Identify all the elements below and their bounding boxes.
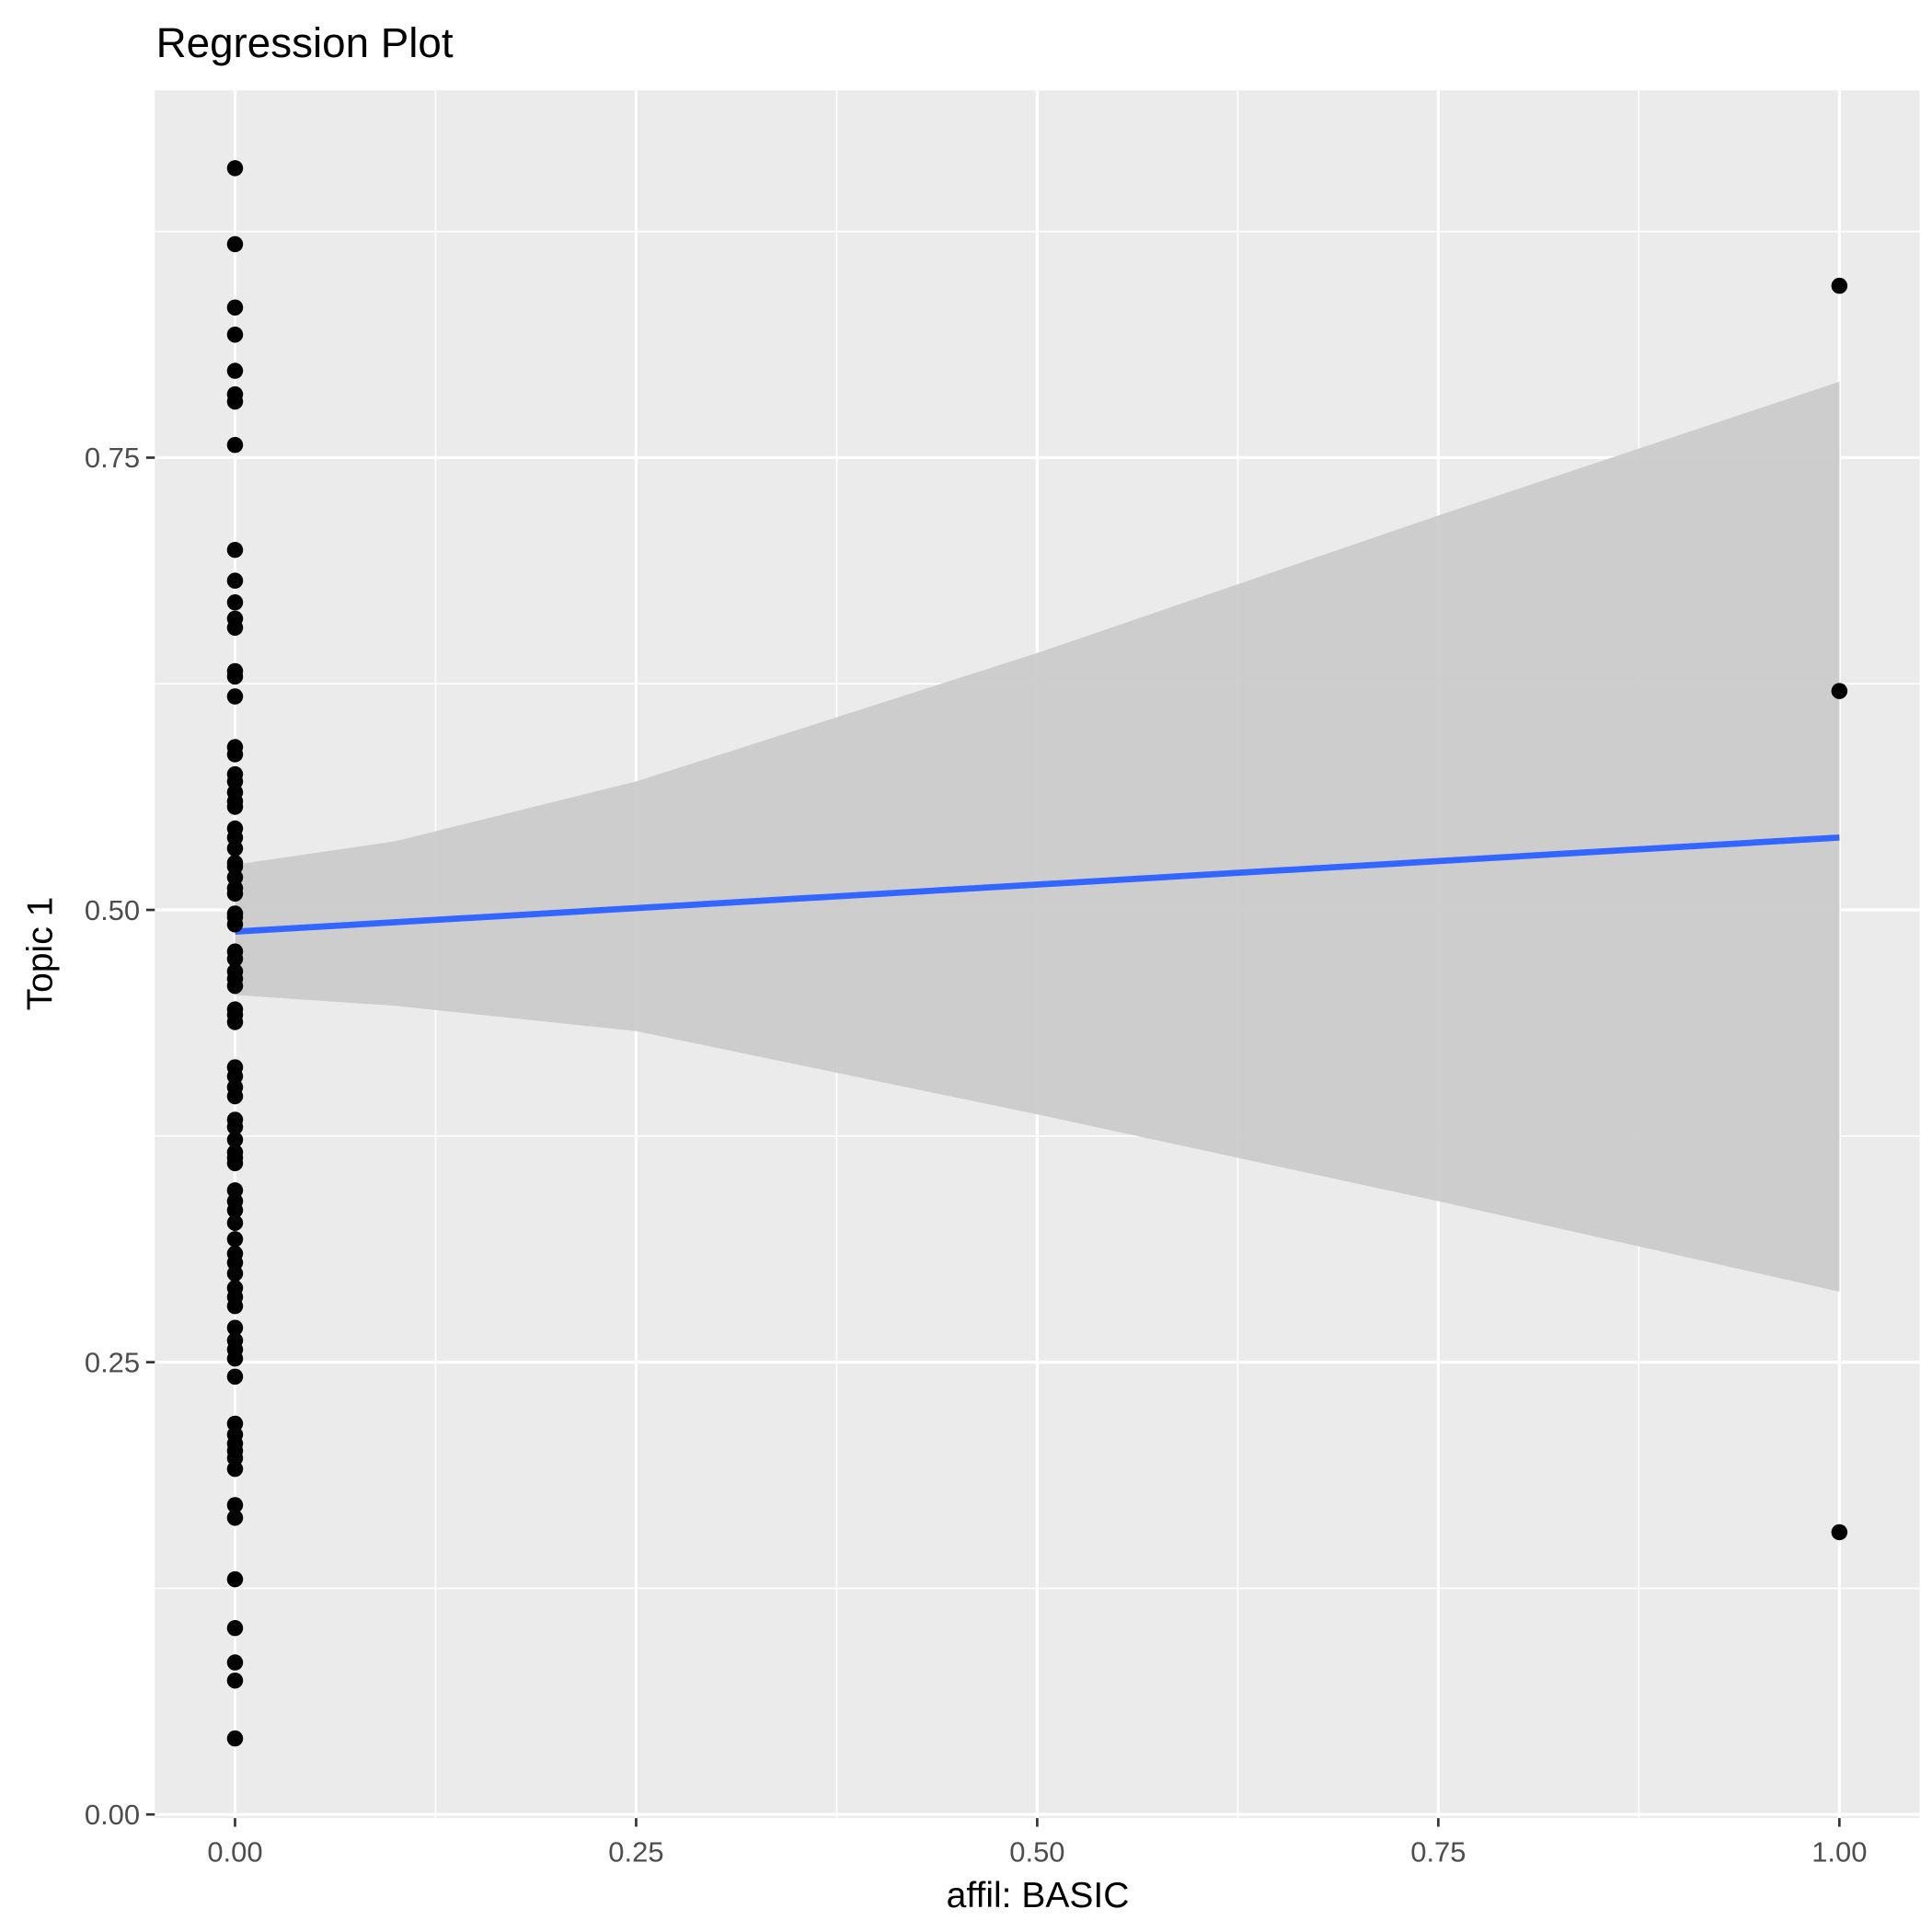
data-point: [1831, 277, 1848, 294]
data-point: [226, 977, 244, 995]
regression-line: [235, 834, 1840, 935]
data-point: [226, 619, 244, 637]
data-point: [226, 668, 244, 685]
data-point: [226, 436, 244, 454]
data-point: [226, 1497, 244, 1513]
data-point: [226, 1132, 244, 1148]
data-point: [226, 326, 244, 343]
data-point: [226, 1319, 244, 1337]
data-point: [226, 1155, 244, 1172]
data-point: [226, 1119, 244, 1135]
data-point: [226, 299, 244, 316]
data-point: [1831, 683, 1848, 699]
x-tick-label: 0.25: [608, 1835, 663, 1868]
data-point: [226, 572, 244, 589]
data-point: [226, 1087, 244, 1105]
data-points: [226, 160, 1848, 1747]
data-point: [226, 1214, 244, 1231]
data-point: [226, 1570, 244, 1588]
data-point: [226, 393, 244, 410]
data-point: [226, 1014, 244, 1030]
data-point: [226, 1297, 244, 1315]
data-point: [226, 1231, 244, 1248]
data-point: [226, 594, 244, 611]
x-tick-label: 0.50: [1009, 1835, 1064, 1868]
data-point: [226, 1654, 244, 1671]
data-point: [226, 950, 244, 967]
data-point: [226, 1619, 244, 1637]
data-point: [226, 1460, 244, 1478]
y-axis-label: Topic 1: [21, 897, 61, 1011]
y-tick-label: 0.00: [85, 1799, 140, 1831]
data-point: [226, 916, 244, 933]
data-point: [226, 746, 244, 763]
data-point: [226, 885, 244, 903]
y-tick-label: 0.75: [85, 442, 140, 474]
axes: 0.00 0.25 0.50 0.75 1.00 0.00 0.25 0.50 0.75: [85, 442, 1868, 1868]
confidence-band: [235, 381, 1840, 1292]
data-point: [226, 840, 244, 857]
data-point: [226, 1350, 244, 1367]
y-tick-label: 0.50: [85, 894, 140, 926]
x-tick-label: 0.75: [1410, 1835, 1466, 1868]
data-point: [226, 688, 244, 705]
data-point: [226, 1730, 244, 1747]
data-point: [226, 1672, 244, 1689]
data-point: [226, 799, 244, 815]
data-point: [226, 541, 244, 558]
data-point: [226, 362, 244, 379]
x-tick-label: 0.00: [207, 1835, 262, 1868]
data-point: [226, 1509, 244, 1526]
x-tick-label: 1.00: [1811, 1835, 1867, 1868]
data-point: [1831, 1524, 1848, 1541]
x-axis-label: affil: BASIC: [947, 1876, 1130, 1915]
chart-title: Regression Plot: [156, 19, 454, 66]
data-point: [226, 1202, 244, 1219]
data-point: [226, 1368, 244, 1386]
data-point: [226, 1265, 244, 1282]
y-tick-label: 0.25: [85, 1346, 140, 1378]
data-point: [226, 236, 244, 253]
data-point: [226, 160, 244, 177]
